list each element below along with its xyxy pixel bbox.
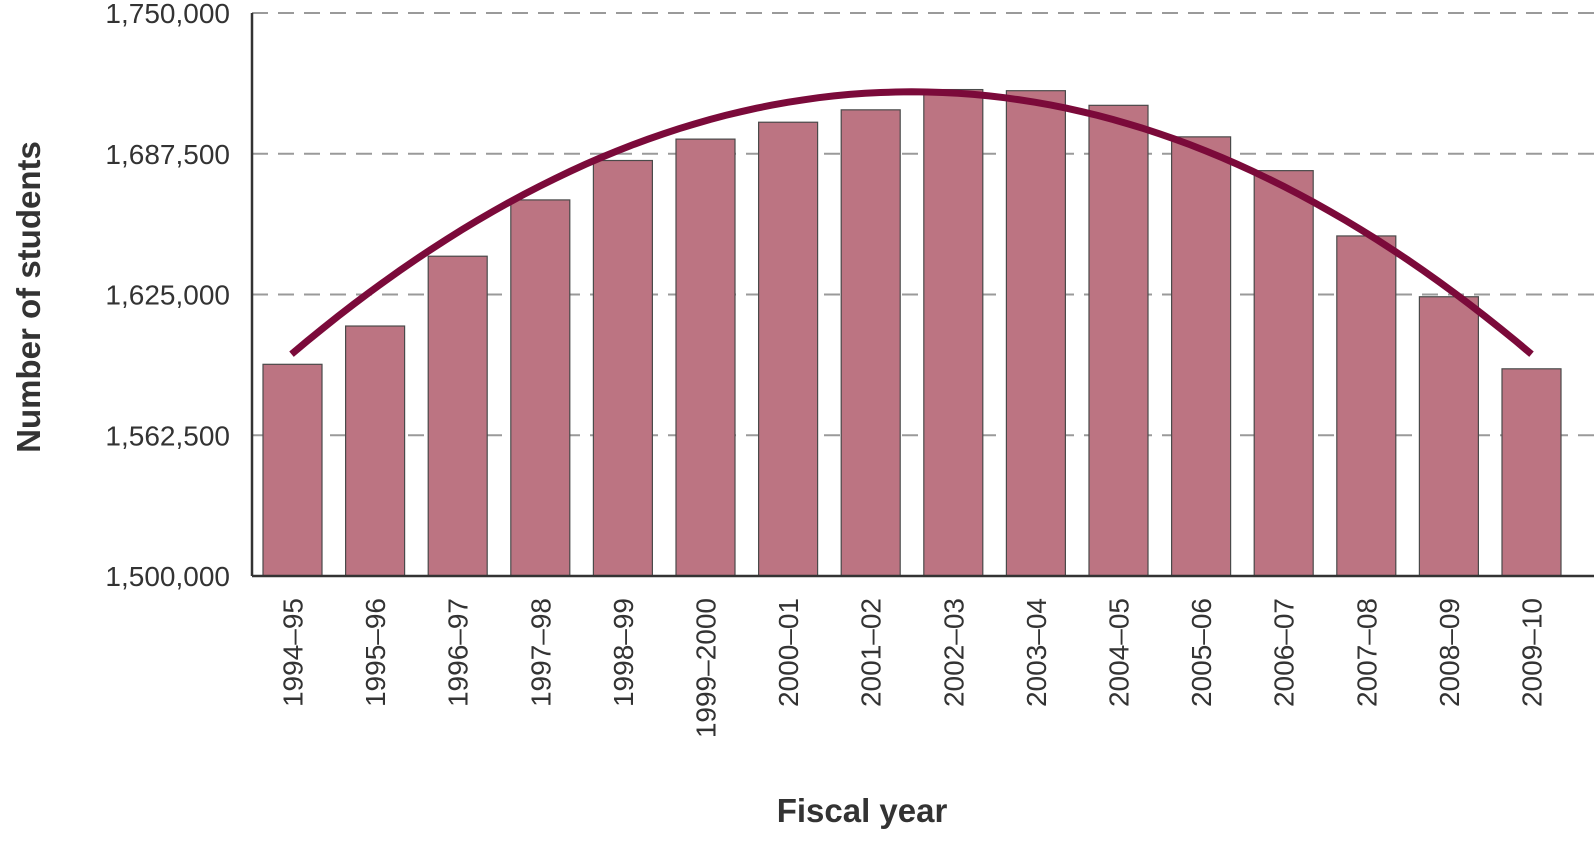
x-tick-label: 2003–04 bbox=[1021, 598, 1052, 707]
bar bbox=[1418, 296, 1480, 577]
axes bbox=[250, 13, 1594, 578]
x-tick-label: 2008–09 bbox=[1434, 598, 1465, 707]
bar bbox=[1253, 170, 1314, 577]
x-tick-label: 2005–06 bbox=[1186, 598, 1217, 707]
x-tick-label: 2000–01 bbox=[773, 598, 804, 707]
trendline bbox=[289, 88, 1534, 357]
x-tick-label: 2002–03 bbox=[938, 598, 969, 707]
bars bbox=[262, 88, 1562, 577]
y-tick-label: 1,625,000 bbox=[105, 280, 230, 311]
bar bbox=[840, 109, 901, 577]
x-tick-labels: 1994–95 1995–96 1996–97 1997–98 1998–99 1999–… bbox=[278, 598, 1548, 738]
bar bbox=[592, 159, 654, 577]
bar bbox=[262, 363, 323, 577]
x-tick-label: 1994–95 bbox=[278, 598, 309, 707]
x-tick-label: 1996–97 bbox=[443, 598, 474, 707]
bar bbox=[675, 138, 736, 577]
x-tick-label: 1997–98 bbox=[525, 598, 556, 707]
bar bbox=[1501, 368, 1562, 577]
x-tick-label: 2004–05 bbox=[1104, 598, 1135, 707]
x-axis-title: Fiscal year bbox=[777, 792, 948, 829]
y-tick-label: 1,500,000 bbox=[105, 561, 230, 592]
x-tick-label: 1999–2000 bbox=[691, 598, 722, 738]
bar bbox=[757, 121, 819, 577]
bar bbox=[345, 325, 406, 577]
x-tick-label: 2006–07 bbox=[1269, 598, 1300, 707]
y-tick-label: 1,750,000 bbox=[105, 0, 230, 29]
x-tick-label: 1995–96 bbox=[360, 598, 391, 707]
bar bbox=[427, 255, 488, 577]
bar bbox=[510, 199, 571, 577]
x-tick-label: 2009–10 bbox=[1517, 598, 1548, 707]
y-axis-title: Number of students bbox=[10, 141, 47, 453]
x-tick-label: 2001–02 bbox=[856, 598, 887, 707]
y-tick-label: 1,687,500 bbox=[105, 139, 230, 170]
bar bbox=[1170, 136, 1232, 577]
bar bbox=[1005, 90, 1067, 577]
x-tick-label: 1998–99 bbox=[608, 598, 639, 707]
bar bbox=[923, 88, 984, 577]
y-tick-labels: 1,500,000 1,562,500 1,625,000 1,687,500 1,75… bbox=[105, 0, 230, 592]
x-tick-label: 2007–08 bbox=[1351, 598, 1382, 707]
y-tick-label: 1,562,500 bbox=[105, 420, 230, 451]
bar bbox=[1088, 104, 1149, 577]
bar bbox=[1336, 235, 1397, 577]
trendline-group bbox=[289, 88, 1534, 357]
